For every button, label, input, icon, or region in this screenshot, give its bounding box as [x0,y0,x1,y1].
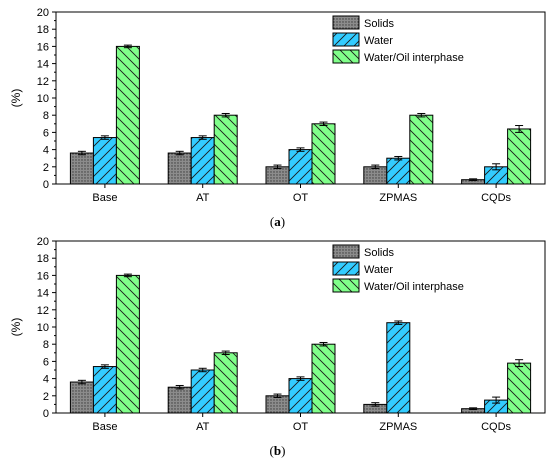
x-tick-label: Base [92,192,117,204]
x-tick-label: CQDs [481,421,511,433]
y-tick-label: 8 [43,339,49,351]
panel-label: (a) [270,214,285,229]
y-tick-label: 2 [43,391,49,403]
y-tick-label: 10 [37,93,49,105]
y-tick-label: 16 [37,270,49,282]
bar-water [386,322,411,414]
legend-swatch [332,15,360,30]
bar-water [288,149,313,185]
chart-panel-a: 0 2 4 6 8 10 12 14 16 18 20 (%) Base AT OT ZPMAS CQDs Sol… [9,7,546,229]
y-tick-label: 12 [37,305,49,317]
panel-label: (b) [270,443,286,458]
y-axis-label: (%) [9,318,23,337]
bar-water [190,369,215,414]
bar-water-oil-interphase [311,343,336,414]
y-tick-label: 0 [43,179,49,191]
x-tick-label: CQDs [481,192,511,204]
legend-swatch [332,244,360,259]
legend-label: Water [364,264,393,276]
legend-label: Solids [364,247,394,259]
legend-swatch [332,261,360,276]
bar-water-oil-interphase [507,362,532,414]
legend-swatch [332,49,360,64]
bar-solids [69,152,94,185]
legend-swatch [332,278,360,293]
bar-water-oil-interphase [115,274,140,414]
bar-water-oil-interphase [213,114,238,185]
x-tick-label: ZPMAS [379,192,417,204]
y-tick-label: 0 [43,408,49,420]
bar-water [288,378,313,414]
x-tick-label: OT [293,192,309,204]
bar-solids [167,386,192,414]
y-tick-label: 14 [37,288,49,300]
y-tick-label: 18 [37,24,49,36]
bar-solids [363,166,388,185]
y-tick-label: 18 [37,253,49,265]
chart-panel-b: 0 2 4 6 8 10 12 14 16 18 20 (%) Base AT OT ZPMAS CQDs Sol… [9,236,546,458]
bar-water [92,137,117,185]
bar-solids [265,166,290,185]
y-tick-label: 14 [37,59,49,71]
y-tick-label: 12 [37,76,49,88]
y-axis-label: (%) [9,89,23,108]
bar-water-oil-interphase [115,45,140,185]
bar-water-oil-interphase [213,352,238,414]
legend-label: Solids [364,18,394,30]
bar-water-oil-interphase [409,114,434,185]
x-tick-label: AT [196,421,210,433]
y-tick-label: 8 [43,110,49,122]
y-tick-label: 16 [37,41,49,53]
legend-label: Water/Oil interphase [364,52,464,64]
bar-solids [69,381,94,414]
x-tick-label: Base [92,421,117,433]
bar-water-oil-interphase [311,123,336,185]
y-tick-label: 4 [43,374,49,386]
bar-water [190,137,215,185]
bar-solids [167,152,192,185]
bar-water [92,366,117,414]
x-tick-label: AT [196,192,210,204]
x-tick-label: OT [293,421,309,433]
legend-label: Water [364,35,393,47]
bar-water [386,157,411,185]
bar-solids [265,395,290,414]
x-tick-label: ZPMAS [379,421,417,433]
y-tick-label: 6 [43,356,49,368]
y-tick-label: 6 [43,127,49,139]
y-tick-label: 10 [37,322,49,334]
y-tick-label: 4 [43,145,49,157]
y-tick-label: 20 [37,7,49,19]
y-tick-label: 2 [43,162,49,174]
y-tick-label: 20 [37,236,49,248]
legend-label: Water/Oil interphase [364,281,464,293]
bar-water-oil-interphase [507,128,532,185]
legend-swatch [332,32,360,47]
